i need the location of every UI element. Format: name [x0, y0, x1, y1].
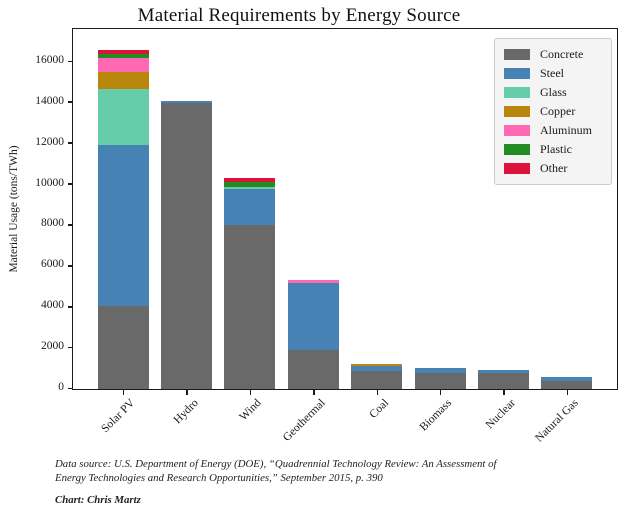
legend-swatch-other [504, 162, 530, 174]
x-tick-label-coal: Coal [366, 397, 391, 421]
x-tick-mark-geothermal [313, 390, 315, 395]
legend-item-copper: Copper [504, 104, 603, 118]
legend-swatch-plastic [504, 143, 530, 155]
bar-segment-hydro-concrete [161, 102, 212, 389]
x-tick-mark-biomass [439, 390, 442, 395]
y-tick-mark-16000 [68, 60, 72, 63]
bar-segment-natural-gas-concrete [541, 380, 593, 389]
y-tick-label-4000: 4000 [41, 299, 64, 312]
legend-item-other: Other [504, 161, 603, 175]
bar-segment-solar-pv-glass [97, 89, 149, 145]
x-tick-label-solar-pv: Solar PV [99, 397, 138, 436]
bar-segment-coal-concrete [351, 371, 403, 389]
legend-swatch-glass [504, 86, 530, 98]
y-tick-mark-4000 [68, 306, 72, 308]
y-tick-mark-2000 [68, 346, 72, 349]
x-tick-label-geothermal: Geothermal [280, 397, 328, 444]
x-tick-mark-coal [376, 390, 379, 395]
bar-segment-biomass-concrete [414, 372, 466, 389]
legend-label: Other [540, 161, 568, 175]
x-tick-label-nuclear: Nuclear [483, 397, 518, 432]
bar-segment-geothermal-concrete [287, 350, 339, 389]
y-tick-label-10000: 10000 [35, 176, 64, 189]
y-tick-mark-14000 [68, 101, 72, 103]
legend-swatch-aluminum [504, 124, 530, 136]
legend-label: Glass [540, 85, 567, 99]
legend-label: Copper [540, 104, 576, 118]
y-tick-label-12000: 12000 [35, 135, 64, 148]
bar-segment-hydro-steel [161, 100, 212, 103]
bar-segment-wind-steel [224, 188, 276, 226]
legend: Concrete Steel Glass Copper Aluminum Plastic O… [494, 38, 612, 185]
bar-segment-natural-gas-steel [541, 377, 593, 381]
legend-swatch-steel [504, 67, 530, 79]
bar-segment-wind-other [224, 177, 276, 183]
y-tick-label-8000: 8000 [41, 217, 64, 230]
x-tick-mark-solar-pv [122, 390, 125, 395]
bar-segment-coal-copper [351, 364, 403, 367]
x-tick-label-hydro: Hydro [171, 397, 201, 427]
legend-label: Aluminum [540, 123, 593, 137]
y-tick-mark-8000 [68, 224, 72, 226]
data-source-line-1: Data source: U.S. Department of Energy (… [55, 458, 497, 470]
legend-label: Plastic [540, 142, 572, 156]
legend-swatch-concrete [504, 48, 530, 60]
y-tick-label-0: 0 [58, 381, 64, 394]
y-tick-label-14000: 14000 [35, 94, 64, 107]
bar-segment-solar-pv-plastic [97, 53, 149, 59]
legend-item-aluminum: Aluminum [504, 123, 603, 137]
bar-segment-nuclear-steel [478, 369, 529, 374]
bar-segment-solar-pv-copper [97, 71, 149, 90]
bar-segment-solar-pv-aluminum [97, 58, 149, 72]
bar-segment-coal-steel [351, 366, 403, 372]
footer: Data source: U.S. Department of Energy (… [55, 458, 620, 508]
x-tick-label-natural-gas: Natural Gas [533, 397, 581, 445]
bar-segment-biomass-steel [414, 367, 466, 373]
x-tick-mark-natural-gas [566, 390, 569, 395]
bar-segment-solar-pv-steel [97, 144, 149, 307]
bar-segment-nuclear-concrete [478, 373, 529, 389]
y-tick-label-16000: 16000 [35, 53, 64, 66]
bar-segment-solar-pv-concrete [97, 306, 149, 389]
y-tick-mark-0 [68, 387, 72, 390]
bar-segment-solar-pv-other [97, 49, 149, 54]
y-axis-title: Material Usage (tons/TWh) [8, 145, 20, 273]
bar-segment-geothermal-steel [287, 282, 339, 351]
x-tick-mark-hydro [186, 390, 188, 395]
data-source-line-2: Energy Technologies and Research Opportu… [55, 471, 383, 484]
legend-item-plastic: Plastic [504, 142, 603, 156]
x-tick-mark-wind [249, 390, 252, 395]
y-tick-label-6000: 6000 [41, 258, 64, 271]
bar-segment-wind-glass [224, 186, 276, 189]
legend-label: Concrete [540, 47, 584, 61]
chart-credit: Chart: Chris Martz [55, 494, 141, 506]
legend-item-steel: Steel [504, 66, 603, 80]
legend-swatch-copper [504, 105, 530, 117]
bar-segment-geothermal-aluminum [287, 279, 339, 283]
y-tick-mark-12000 [68, 142, 72, 144]
chart-title: Material Requirements by Energy Source [137, 5, 461, 26]
x-tick-label-wind: Wind [237, 397, 264, 424]
legend-item-glass: Glass [504, 85, 603, 99]
y-tick-mark-6000 [68, 265, 72, 267]
x-tick-mark-nuclear [503, 390, 505, 395]
y-tick-label-2000: 2000 [41, 340, 64, 353]
bar-segment-wind-concrete [224, 225, 276, 389]
x-tick-label-biomass: Biomass [417, 397, 455, 434]
legend-item-concrete: Concrete [504, 47, 603, 61]
bar-segment-wind-plastic [224, 182, 276, 187]
y-tick-mark-10000 [68, 183, 72, 185]
legend-label: Steel [540, 66, 564, 80]
